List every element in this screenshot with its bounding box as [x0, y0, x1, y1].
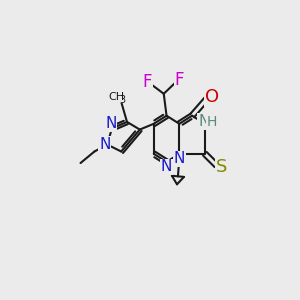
Text: H: H — [207, 115, 217, 129]
Text: S: S — [215, 158, 227, 175]
Text: O: O — [205, 88, 219, 106]
Text: F: F — [175, 71, 184, 89]
Text: F: F — [142, 73, 152, 91]
Text: N: N — [198, 114, 209, 129]
Text: N: N — [174, 152, 185, 166]
Text: N: N — [161, 160, 172, 175]
Text: N: N — [99, 137, 111, 152]
Text: N: N — [105, 116, 116, 131]
Text: CH: CH — [108, 92, 124, 102]
Text: 3: 3 — [119, 94, 125, 104]
